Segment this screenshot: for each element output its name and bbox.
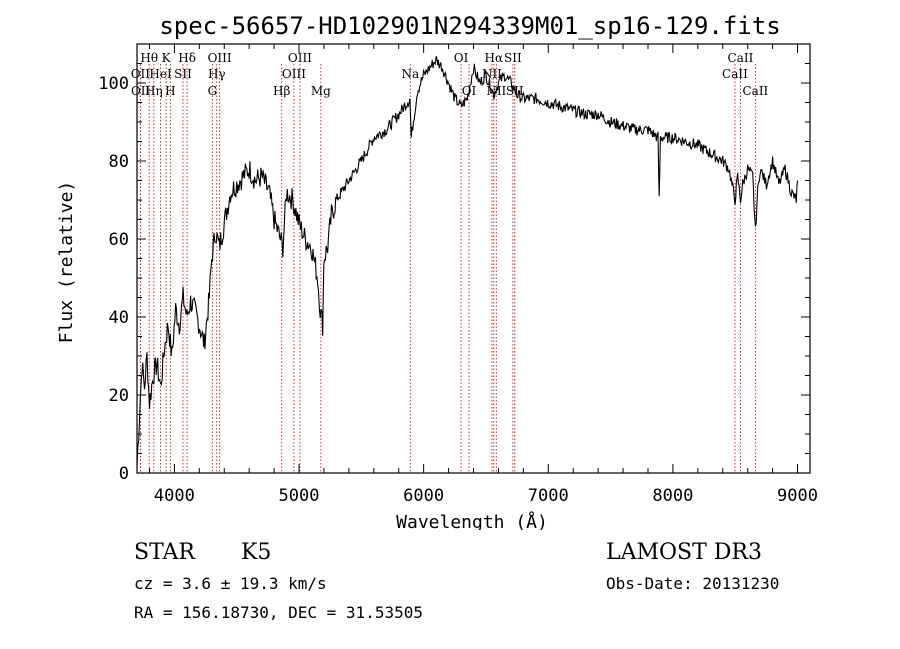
y-axis-label: Flux (relative) xyxy=(56,181,77,344)
line-marker-label: Hθ xyxy=(140,51,158,65)
y-tick-label: 20 xyxy=(109,386,129,406)
x-axis-label: Wavelength (Å) xyxy=(396,511,548,530)
y-tick-label: 100 xyxy=(98,74,129,94)
line-marker-label: NII xyxy=(482,67,502,81)
spectrum-line xyxy=(136,56,799,466)
spectral-subclass: K5 xyxy=(241,540,272,565)
x-tick-label: 6000 xyxy=(403,486,444,506)
y-tick-label: 40 xyxy=(109,308,129,328)
line-markers xyxy=(139,64,756,473)
coordinates-text: RA = 156.18730, DEC = 31.53505 xyxy=(134,603,423,622)
line-marker-label: CaII xyxy=(728,51,754,65)
line-marker-label: K xyxy=(162,51,172,65)
x-tick-label: 4000 xyxy=(154,486,195,506)
line-marker-label: OII xyxy=(131,67,151,81)
line-marker-label: OII xyxy=(131,84,151,98)
line-marker-label: H xyxy=(165,84,175,98)
y-axis: 0 20 40 60 80 100 xyxy=(98,43,810,484)
line-marker-labels: Hθ OII OII K HeI Hη SII H Hδ OIII Hγ G Hβ OIII OIII Mg N… xyxy=(131,51,769,98)
redshift-text: cz = 3.6 ± 19.3 km/s xyxy=(134,574,327,593)
x-tick-label: 8000 xyxy=(652,486,693,506)
line-marker-label: CaII xyxy=(742,84,768,98)
line-marker-label: OIII xyxy=(288,51,312,65)
line-marker-label: Na xyxy=(401,67,419,81)
x-tick-label: 5000 xyxy=(279,486,320,506)
x-tick-label: 7000 xyxy=(528,486,569,506)
line-marker-label: SII xyxy=(504,51,522,65)
y-tick-label: 60 xyxy=(109,230,129,250)
object-class: STAR xyxy=(134,540,195,565)
y-tick-label: 80 xyxy=(109,152,129,172)
x-axis: 4000 5000 6000 7000 8000 9000 xyxy=(148,44,818,506)
line-marker-label: Hη xyxy=(145,84,163,98)
x-tick-label: 9000 xyxy=(777,486,818,506)
plot-frame xyxy=(136,43,811,474)
line-marker-label: SII xyxy=(174,67,192,81)
line-marker-label: Hδ xyxy=(178,51,196,65)
y-tick-label: 0 xyxy=(119,464,129,484)
line-marker-label: CaII xyxy=(722,67,748,81)
line-marker-label: OIII xyxy=(282,67,306,81)
line-marker-label: OIII xyxy=(208,51,232,65)
line-marker-label: NII xyxy=(486,84,506,98)
line-marker-label: OI xyxy=(462,84,477,98)
chart-title: spec-56657-HD102901N294339M01_sp16-129.f… xyxy=(159,12,780,40)
obs-date-text: Obs-Date: 20131230 xyxy=(606,574,780,593)
line-marker-label: HeI xyxy=(149,67,172,81)
line-marker-label: Hβ xyxy=(273,84,290,98)
line-marker-label: Hα xyxy=(485,51,504,65)
line-marker-label: Hγ xyxy=(208,67,226,81)
spectrum-chart: spec-56657-HD102901N294339M01_sp16-129.f… xyxy=(56,12,818,530)
line-marker-label: Mg xyxy=(311,84,331,98)
line-marker-label: G xyxy=(208,84,218,98)
survey-name: LAMOST DR3 xyxy=(606,540,762,565)
line-marker-label: OI xyxy=(454,51,469,65)
line-marker-label: SII xyxy=(506,84,524,98)
